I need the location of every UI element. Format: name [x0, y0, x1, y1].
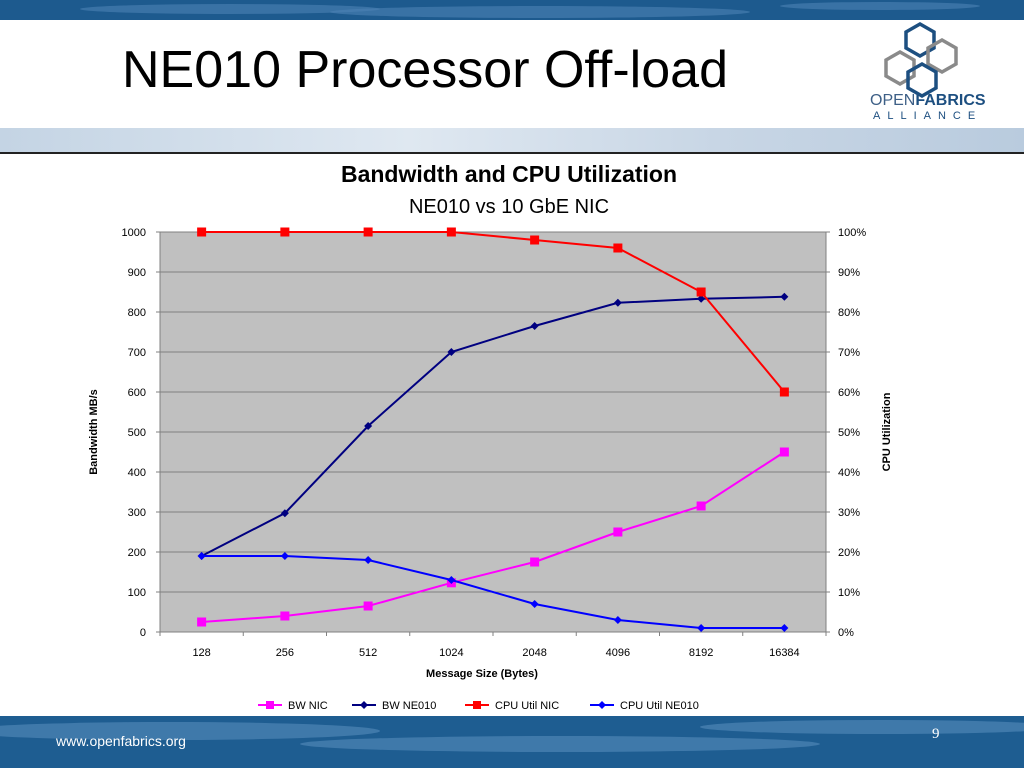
- data-point-cpu-util-nic: [197, 227, 207, 237]
- data-point-cpu-util-ne010: [613, 616, 622, 624]
- data-point-cpu-util-nic: [613, 243, 623, 253]
- x-tick-label: 512: [359, 647, 377, 659]
- y-tick-label: 900: [128, 267, 146, 279]
- y2-axis-label: CPU Utilization: [881, 392, 893, 471]
- x-axis-label: Message Size (Bytes): [426, 668, 538, 680]
- series-line-bw-nic: [201, 451, 785, 623]
- slide-title: NE010 Processor Off-load: [122, 41, 728, 99]
- legend-label-cpu-util-nic: CPU Util NIC: [495, 700, 559, 712]
- data-point-cpu-util-ne010: [447, 576, 456, 584]
- legend-marker-bw-nic: [266, 701, 274, 709]
- y-tick-label: 1000: [122, 227, 146, 239]
- y2-tick-label: 30%: [838, 507, 860, 519]
- bandwidth-cpu-chart: Bandwidth and CPU Utilization NE010 vs 1…: [88, 161, 893, 712]
- data-point-bw-ne010: [280, 509, 289, 518]
- data-point-cpu-util-ne010: [197, 552, 206, 560]
- legend-label-cpu-util-ne010: CPU Util NE010: [620, 700, 699, 712]
- y2-tick-label: 50%: [838, 427, 860, 439]
- y2-tick-label: 10%: [838, 587, 860, 599]
- legend-marker-cpu-util-nic: [473, 701, 481, 709]
- y-tick-label: 200: [128, 547, 146, 559]
- page-number: 9: [932, 726, 940, 742]
- logo-wordmark: OPENFABRICS: [870, 92, 986, 109]
- data-point-bw-ne010: [530, 322, 539, 330]
- legend-label-bw-ne010: BW NE010: [382, 700, 436, 712]
- x-tick-label: 2048: [522, 647, 546, 659]
- top-decorative-band: [0, 0, 1024, 20]
- y2-tick-label: 20%: [838, 547, 860, 559]
- x-tick-label: 1024: [439, 647, 463, 659]
- data-point-bw-ne010: [697, 294, 706, 303]
- y2-tick-label: 40%: [838, 467, 860, 479]
- data-point-cpu-util-ne010: [780, 624, 789, 632]
- logo-tagline: ALLIANCE: [873, 110, 983, 122]
- x-tick-label: 4096: [606, 647, 630, 659]
- data-point-cpu-util-ne010: [364, 556, 373, 564]
- data-point-cpu-util-ne010: [697, 624, 706, 632]
- y2-tick-label: 60%: [838, 387, 860, 399]
- x-tick-label: 256: [276, 647, 294, 659]
- series-line-cpu-util-nic: [201, 231, 786, 393]
- data-point-bw-nic: [280, 611, 290, 621]
- data-point-bw-ne010: [364, 422, 373, 430]
- chart-title: Bandwidth and CPU Utilization: [341, 161, 677, 187]
- legend-marker-cpu-util-ne010: [598, 701, 606, 709]
- x-tick-label: 16384: [769, 647, 800, 659]
- chart-subtitle: NE010 vs 10 GbE NIC: [409, 196, 609, 218]
- data-point-cpu-util-nic: [363, 227, 373, 237]
- y2-tick-label: 70%: [838, 347, 860, 359]
- legend-marker-bw-ne010: [360, 701, 368, 709]
- x-tick-label: 128: [192, 647, 210, 659]
- bottom-decorative-band: [0, 716, 1024, 768]
- y-tick-label: 400: [128, 467, 146, 479]
- data-point-bw-nic: [363, 601, 373, 611]
- openfabrics-logo-icon: [884, 21, 958, 99]
- y2-tick-label: 90%: [838, 267, 860, 279]
- data-point-cpu-util-ne010: [280, 552, 289, 560]
- data-point-bw-nic: [696, 501, 706, 511]
- y2-tick-label: 80%: [838, 307, 860, 319]
- data-point-bw-nic: [530, 557, 540, 567]
- data-point-cpu-util-nic: [530, 235, 540, 245]
- y-tick-label: 300: [128, 507, 146, 519]
- y-tick-label: 700: [128, 347, 146, 359]
- footer-url: www.openfabrics.org: [56, 733, 186, 749]
- y-tick-label: 800: [128, 307, 146, 319]
- y-tick-label: 0: [140, 627, 146, 639]
- y-tick-label: 500: [128, 427, 146, 439]
- legend-label-bw-nic: BW NIC: [288, 700, 328, 712]
- data-point-bw-ne010: [613, 298, 622, 307]
- data-point-cpu-util-ne010: [530, 600, 539, 608]
- y2-tick-label: 0%: [838, 627, 854, 639]
- data-point-bw-ne010: [447, 348, 456, 356]
- y2-tick-label: 100%: [838, 227, 866, 239]
- data-point-bw-ne010: [780, 292, 789, 301]
- series-line-cpu-util-ne010: [201, 555, 785, 629]
- y-axis-label: Bandwidth MB/s: [88, 389, 100, 475]
- y-tick-label: 600: [128, 387, 146, 399]
- data-point-bw-nic: [197, 617, 207, 627]
- y-tick-label: 100: [128, 587, 146, 599]
- data-point-cpu-util-nic: [446, 227, 456, 237]
- data-point-bw-nic: [779, 447, 789, 457]
- data-point-cpu-util-nic: [280, 227, 290, 237]
- header-divider-band: [0, 128, 1024, 154]
- data-point-bw-nic: [613, 527, 623, 537]
- x-tick-label: 8192: [689, 647, 713, 659]
- series-line-bw-ne010: [201, 295, 785, 557]
- data-point-cpu-util-nic: [779, 387, 789, 397]
- data-point-cpu-util-nic: [696, 287, 706, 297]
